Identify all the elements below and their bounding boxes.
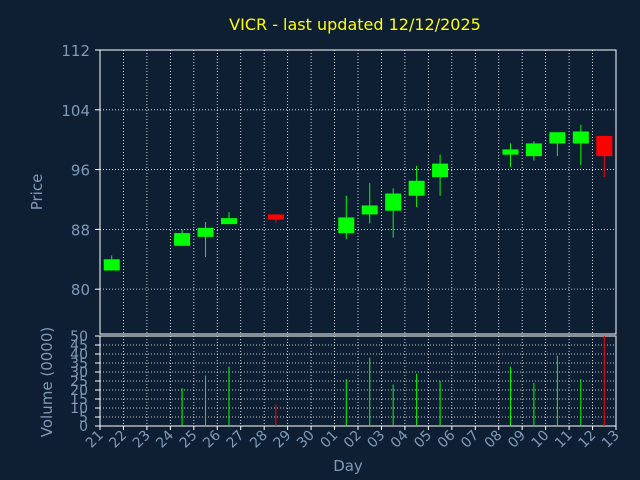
- price-tick-label: 88: [71, 221, 90, 239]
- candle-body: [432, 163, 449, 178]
- x-tick-label: 27: [224, 428, 248, 452]
- candle-body: [267, 214, 284, 220]
- price-tick-label: 112: [61, 42, 90, 60]
- volume-tick-label: 20: [70, 383, 88, 399]
- x-tick-label: 28: [247, 428, 271, 452]
- price-panel: 80 88 96 104 112: [61, 42, 617, 335]
- x-tick-label: 07: [458, 428, 482, 452]
- x-tick-label: 11: [552, 428, 576, 452]
- volume-tick-label: 40: [70, 347, 88, 363]
- x-tick-label: 08: [482, 428, 506, 452]
- candle-body: [549, 132, 566, 144]
- volume-tick-label: 0: [79, 419, 88, 435]
- candle-body: [596, 135, 613, 157]
- volume-tick-label: 5: [79, 410, 88, 426]
- candle-body: [197, 227, 214, 237]
- volume-tick-label: 45: [70, 338, 88, 354]
- volume-tick-label: 50: [70, 329, 88, 345]
- price-tick-label: 80: [71, 281, 90, 299]
- x-tick-label: 05: [411, 428, 435, 452]
- volume-tick-label: 25: [70, 374, 88, 390]
- x-tick-label: 13: [599, 428, 623, 452]
- x-axis-label: Day: [333, 457, 363, 475]
- x-tick-label: 12: [575, 428, 599, 452]
- x-tick-label: 03: [364, 428, 388, 452]
- chart-title: VICR - last updated 12/12/2025: [229, 15, 481, 34]
- candle-body: [338, 217, 355, 234]
- volume-tick-label: 35: [70, 356, 88, 372]
- x-tick-label: 06: [435, 427, 459, 451]
- volume-tick-label: 15: [70, 392, 88, 408]
- volume-tick-label: 30: [70, 365, 88, 381]
- x-tick-label: 25: [177, 428, 201, 452]
- candle-body: [572, 131, 589, 144]
- y-axis-label: Price: [28, 174, 46, 211]
- x-tick-label: 24: [153, 427, 177, 451]
- x-tick-label: 09: [505, 428, 529, 452]
- candle-body: [502, 149, 519, 155]
- x-tick-label: 10: [529, 428, 553, 452]
- candle-body: [525, 143, 542, 157]
- x-tick-label: 04: [388, 427, 412, 451]
- x-tick-label: 01: [317, 428, 341, 452]
- x-tick-label: 29: [271, 428, 295, 452]
- candle-body: [408, 180, 425, 196]
- candle-body: [221, 218, 237, 225]
- x-tick-label: 02: [341, 428, 365, 452]
- x-tick-label: 23: [130, 428, 154, 452]
- x-tick-label: 22: [106, 428, 130, 452]
- x-tick-label: 30: [294, 428, 318, 452]
- price-tick-label: 96: [71, 162, 90, 180]
- candle-body: [385, 193, 402, 211]
- candle-body: [174, 233, 191, 246]
- candle-body: [361, 205, 378, 215]
- candle-body: [103, 259, 120, 271]
- volume-tick-label: 10: [70, 401, 88, 417]
- volume-axis-label: Volume (0000): [38, 327, 56, 437]
- price-tick-label: 104: [61, 102, 90, 120]
- x-tick-label: 26: [200, 427, 224, 451]
- x-tick-labels: 21 22 23 24 25 26 27 28 29 30 01 02 03 04 05 06 07 08 09 10…: [83, 426, 623, 451]
